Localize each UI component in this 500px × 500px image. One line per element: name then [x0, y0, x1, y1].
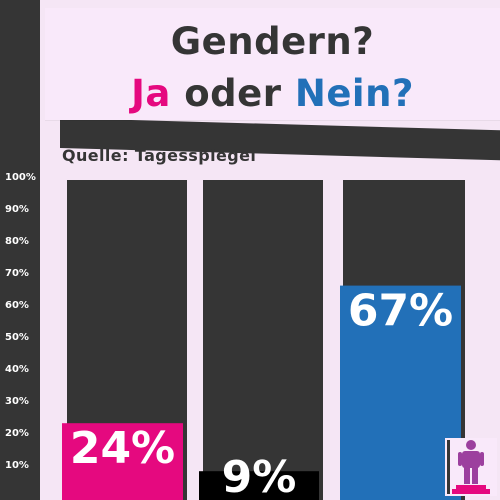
- bar-2: [199, 471, 319, 500]
- title-word-ja: Ja: [131, 72, 171, 115]
- bar-1: [62, 423, 183, 500]
- bar-3: [340, 285, 461, 500]
- chart-title-line1: Gendern?: [170, 20, 375, 63]
- y-tick-label: 60%: [5, 300, 29, 311]
- left-axis-strip: [0, 0, 40, 500]
- person-on-podium-icon: [445, 438, 497, 496]
- bar-value-label-2: 9%: [222, 452, 297, 500]
- y-tick-label: 70%: [5, 268, 29, 279]
- bar-value-label-3: 67%: [348, 286, 453, 337]
- y-tick-label: 90%: [5, 204, 29, 215]
- title-word-oder: oder: [184, 72, 282, 115]
- bar-value-layer: [62, 285, 461, 500]
- y-tick-layer: 10% 20% 30% 40% 50% 60% 70% 80% 90% 100%: [5, 172, 36, 471]
- title-banner: [45, 8, 500, 120]
- y-tick-label: 30%: [5, 396, 29, 407]
- y-tick-label: 10%: [5, 460, 29, 471]
- title-word-nein: Nein?: [294, 72, 414, 115]
- source-label: Quelle: Tagesspiegel: [62, 146, 257, 165]
- y-tick-label: 100%: [5, 172, 36, 183]
- y-tick-label: 20%: [5, 428, 29, 439]
- y-tick-label: 80%: [5, 236, 29, 247]
- bar-track-2: [203, 180, 323, 500]
- y-tick-label: 40%: [5, 364, 29, 375]
- value-label-layer: 24% 9% 67%: [70, 286, 453, 500]
- chart-title-line2: Ja oder Nein?: [45, 72, 500, 115]
- bar-value-label-1: 24%: [70, 423, 175, 474]
- y-tick-label: 50%: [5, 332, 29, 343]
